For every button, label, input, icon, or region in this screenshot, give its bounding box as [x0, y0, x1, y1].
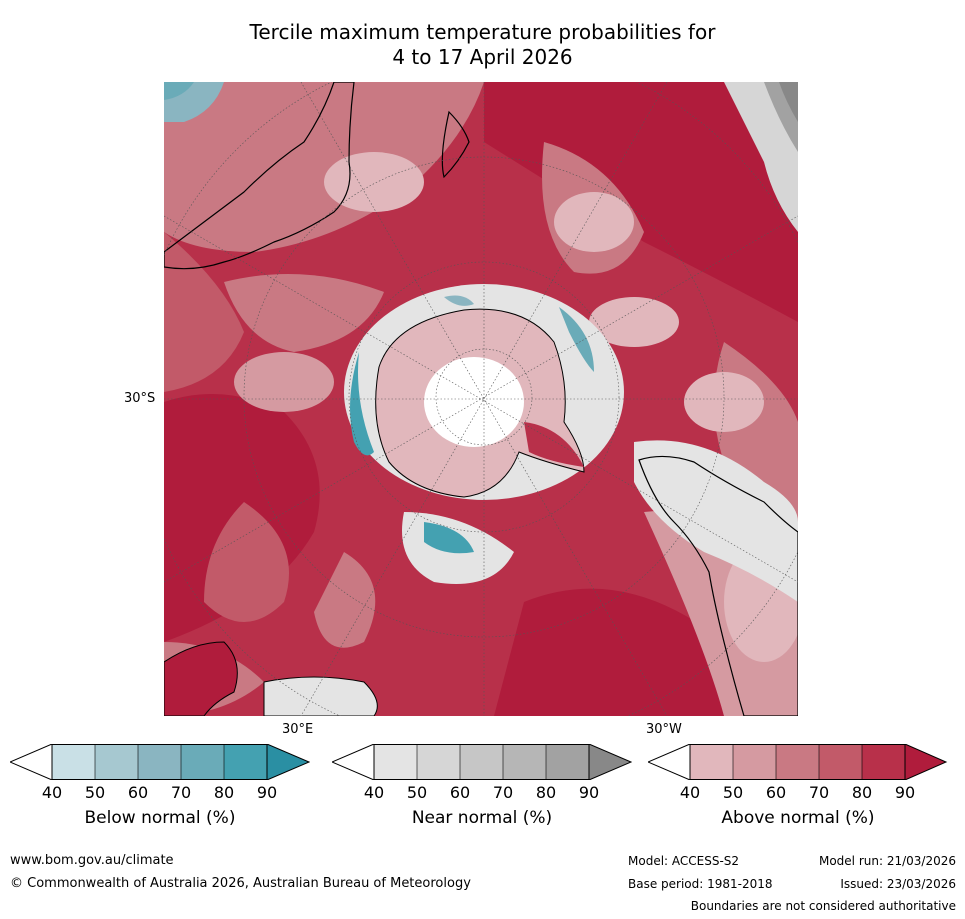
- map-region: [444, 295, 474, 306]
- tick-label: 70: [492, 783, 514, 802]
- tick-label: 40: [679, 783, 701, 802]
- map-region: [164, 82, 194, 100]
- colorbar-below-normal: [10, 744, 310, 780]
- latitude-label: 30°S: [124, 391, 156, 406]
- colorbar-label-near: Near normal (%): [411, 808, 553, 828]
- map-region: [554, 192, 634, 252]
- colorbar-above-normal: [648, 744, 948, 780]
- tick-label: 80: [213, 783, 235, 802]
- map-region: [424, 522, 474, 554]
- tick-label: 90: [578, 783, 600, 802]
- australia-coastline: [164, 82, 355, 270]
- longitude-label-west: 30°W: [646, 722, 682, 737]
- map-region: [634, 440, 798, 602]
- new-zealand-coastline: [441, 110, 470, 179]
- colorbar-label-above: Above normal (%): [721, 808, 875, 828]
- colorbar-label-below: Below normal (%): [84, 808, 236, 828]
- website-link[interactable]: www.bom.gov.au/climate: [10, 853, 174, 868]
- map-region: [524, 422, 584, 467]
- tick-label: 60: [765, 783, 787, 802]
- tick-label: 50: [406, 783, 428, 802]
- tick-label: 60: [127, 783, 149, 802]
- map-region: [234, 352, 334, 412]
- map-region: [484, 82, 798, 322]
- tick-label: 40: [41, 783, 63, 802]
- tick-label: 90: [894, 783, 916, 802]
- tick-label: 80: [851, 783, 873, 802]
- tick-label: 60: [449, 783, 471, 802]
- map-region: [314, 552, 376, 648]
- madagascar-region: [263, 676, 378, 716]
- map-region: [164, 232, 244, 392]
- title-line-1: Tercile maximum temperature probabilitie…: [249, 20, 716, 44]
- colorbar-near-normal: [332, 744, 632, 780]
- title-line-2: 4 to 17 April 2026: [392, 45, 573, 69]
- tick-label: 80: [535, 783, 557, 802]
- tick-label: 90: [256, 783, 278, 802]
- africa-landmass: [164, 641, 238, 716]
- map-region: [164, 82, 484, 252]
- copyright-text: © Commonwealth of Australia 2026, Austra…: [10, 876, 471, 891]
- map-region: [589, 297, 679, 347]
- tick-label: 70: [808, 783, 830, 802]
- map-title: Tercile maximum temperature probabilitie…: [0, 20, 965, 70]
- map-region: [324, 152, 424, 212]
- issued-text: Issued: 23/03/2026: [840, 877, 956, 891]
- tick-label: 40: [363, 783, 385, 802]
- model-run-text: Model run: 21/03/2026: [818, 854, 956, 868]
- map-region: [424, 357, 524, 447]
- base-period-text: Base period: 1981-2018: [628, 877, 773, 891]
- map-region: [494, 588, 724, 716]
- map-region: [779, 82, 798, 122]
- tick-label: 50: [84, 783, 106, 802]
- disclaimer-text: Boundaries are not considered authoritat…: [690, 899, 956, 913]
- tick-label: 50: [722, 783, 744, 802]
- map-region: [350, 352, 374, 456]
- map-canvas: [164, 82, 798, 716]
- tick-label: 70: [170, 783, 192, 802]
- polar-map: [164, 82, 798, 716]
- model-text: Model: ACCESS-S2: [628, 854, 740, 868]
- map-region: [204, 502, 289, 622]
- map-region: [684, 372, 764, 432]
- longitude-label-east: 30°E: [282, 722, 314, 737]
- map-region: [724, 82, 798, 232]
- map-region: [224, 274, 384, 352]
- south-america-coastline: [638, 455, 798, 716]
- graticule: [164, 82, 798, 716]
- map-region: [559, 307, 594, 372]
